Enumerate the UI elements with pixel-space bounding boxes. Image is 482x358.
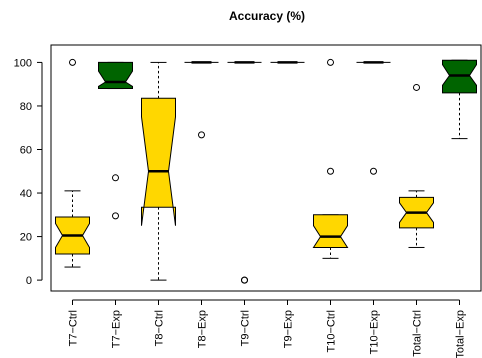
box-1 [55, 58, 90, 268]
outlier-point [69, 58, 76, 66]
y-tick-label: 40 [20, 188, 32, 200]
box-10 [442, 59, 477, 140]
outlier-point [112, 174, 119, 182]
x-tick-label: T10−Ctrl [326, 310, 338, 353]
outlier-point [413, 83, 420, 91]
x-tick-label: T9−Ctrl [240, 310, 252, 346]
outlier-point [112, 212, 119, 220]
box-3 [141, 61, 176, 281]
outlier-point [327, 58, 334, 66]
x-tick-label: T7−Ctrl [68, 310, 80, 346]
x-tick-label: Total−Exp [455, 310, 467, 358]
box-body [141, 97, 176, 226]
chart-title: Accuracy (%) [229, 9, 305, 23]
box-8 [356, 61, 391, 175]
outlier-point [198, 131, 205, 139]
box-body [312, 214, 349, 248]
box-body [98, 61, 133, 89]
y-tick-label: 0 [26, 275, 32, 287]
box-9 [399, 83, 434, 248]
y-axis: 0 20 40 60 80 100 [14, 57, 43, 287]
y-tick-label: 60 [20, 144, 32, 156]
box-4 [184, 61, 219, 139]
boxplot-series [55, 58, 477, 284]
y-tick-label: 20 [20, 232, 32, 244]
box-7 [312, 58, 349, 259]
x-tick-label: T8−Ctrl [154, 310, 166, 346]
box-2 [98, 61, 133, 220]
x-tick-label: T10−Exp [369, 310, 381, 354]
plot-frame [50, 44, 482, 292]
x-axis: T7−Ctrl T7−Exp T8−Ctrl T8−Exp T9−Ctrl T9−Exp T… [68, 299, 467, 358]
outlier-point [241, 276, 248, 284]
outlier-point [370, 167, 377, 175]
box-5 [227, 61, 262, 284]
y-tick-label: 100 [14, 57, 32, 69]
x-tick-label: Total−Ctrl [412, 310, 424, 357]
outlier-point [327, 167, 334, 175]
x-tick-label: T8−Exp [197, 310, 209, 348]
x-tick-label: T9−Exp [283, 310, 295, 348]
x-tick-label: T7−Exp [111, 310, 123, 348]
y-tick-label: 80 [20, 101, 32, 113]
